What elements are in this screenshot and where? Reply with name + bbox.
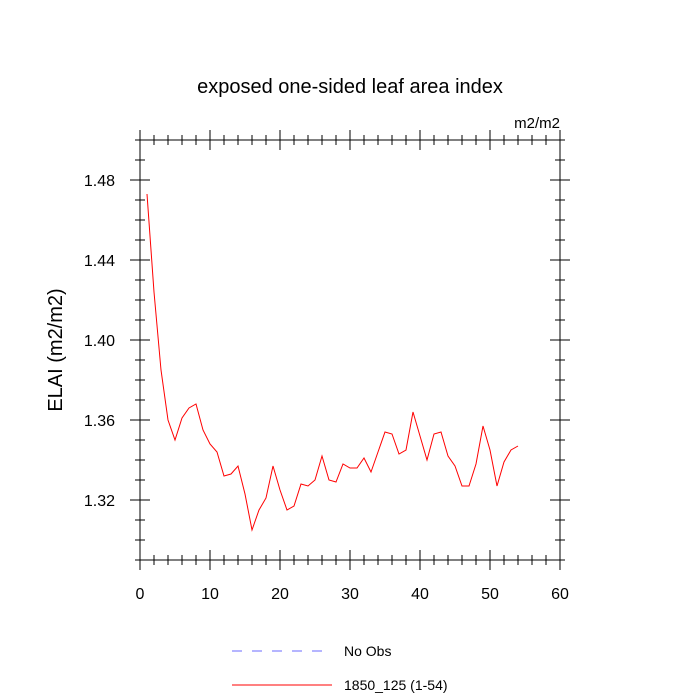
y-axis-label: ELAI (m2/m2) bbox=[45, 288, 67, 411]
y-tick-label: 1.44 bbox=[84, 253, 115, 270]
y-tick-label: 1.32 bbox=[84, 493, 115, 510]
legend: No Obs 1850_125 (1-54) bbox=[232, 643, 448, 693]
x-tick-label: 30 bbox=[341, 586, 359, 603]
chart-title: exposed one-sided leaf area index bbox=[197, 76, 503, 98]
plot-frame bbox=[139, 139, 561, 561]
axis-tick-labels: 0 10 20 30 40 50 60 1.32 1.36 1.40 1.44 1.48 bbox=[84, 173, 569, 603]
series-line-1850-125-1-54- bbox=[146, 193, 519, 532]
x-tick-label: 50 bbox=[481, 586, 499, 603]
legend-label-1850-125: 1850_125 (1-54) bbox=[344, 677, 448, 693]
x-tick-label: 0 bbox=[136, 586, 145, 603]
y-tick-label: 1.36 bbox=[84, 413, 115, 430]
y-tick-label: 1.48 bbox=[84, 173, 115, 190]
y-tick-label: 1.40 bbox=[84, 333, 115, 350]
x-tick-label: 20 bbox=[271, 586, 289, 603]
series-group bbox=[146, 193, 519, 532]
axis-ticks bbox=[130, 130, 570, 570]
legend-label-no-obs: No Obs bbox=[344, 643, 391, 659]
x-tick-label: 40 bbox=[411, 586, 429, 603]
units-label: m2/m2 bbox=[514, 115, 560, 132]
x-tick-label: 60 bbox=[551, 586, 569, 603]
x-tick-label: 10 bbox=[201, 586, 219, 603]
